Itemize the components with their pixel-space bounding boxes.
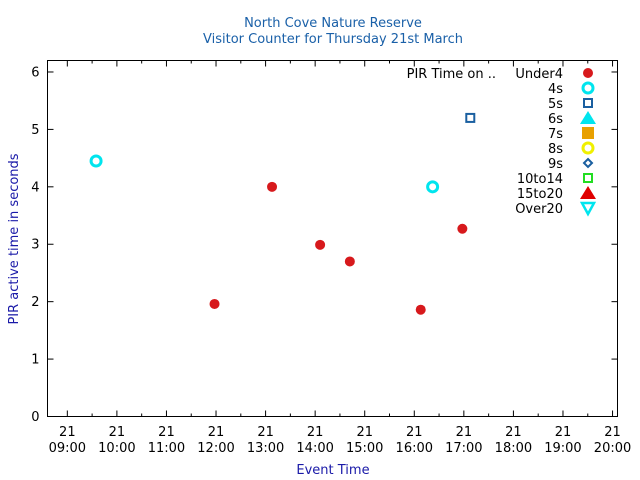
data-point-under4 <box>267 181 278 192</box>
y-tick-label: 3 <box>31 238 39 253</box>
x-tick-day: 21 <box>59 425 76 440</box>
x-tick-day: 21 <box>158 425 175 440</box>
data-point-under4 <box>209 298 220 309</box>
legend-marker-5s <box>583 98 593 108</box>
x-tick-time: 09:00 <box>49 441 86 456</box>
x-tick-time: 11:00 <box>148 441 185 456</box>
legend-marker-under4 <box>583 68 593 78</box>
legend-entry-label: Over20 <box>515 202 563 217</box>
legend-entry-label: 15to20 <box>517 187 563 202</box>
legend-title: PIR Time on .. <box>407 67 496 82</box>
y-tick-label: 4 <box>31 180 39 195</box>
x-tick-day: 21 <box>456 425 473 440</box>
y-tick-label: 5 <box>31 123 39 138</box>
x-tick-time: 15:00 <box>346 441 383 456</box>
y-tick-label: 6 <box>31 65 39 80</box>
x-tick-day: 21 <box>555 425 572 440</box>
data-points <box>89 112 476 315</box>
y-axis: 0 1 2 3 4 5 6 <box>31 65 618 425</box>
x-tick-time: 12:00 <box>197 441 234 456</box>
plot-area-border <box>47 60 618 417</box>
legend-entry-label: 8s <box>548 142 563 157</box>
legend-entry-label: 7s <box>548 127 563 142</box>
x-tick-day: 21 <box>208 425 225 440</box>
legend-marker-6s <box>580 111 596 124</box>
x-tick-time: 14:00 <box>296 441 333 456</box>
legend-marker-7s <box>582 127 594 139</box>
legend-entry-label: 6s <box>548 112 563 127</box>
data-point-4s <box>426 180 440 194</box>
x-tick-time: 16:00 <box>396 441 433 456</box>
data-point-5s <box>465 112 476 123</box>
legend-marker-4s <box>581 81 595 95</box>
data-point-4s <box>89 154 103 168</box>
legend-entry-label: 9s <box>548 157 563 172</box>
legend-entry-label: 10to14 <box>517 172 563 187</box>
x-tick-time: 13:00 <box>247 441 284 456</box>
x-tick-day: 21 <box>109 425 126 440</box>
x-tick-time: 18:00 <box>495 441 532 456</box>
legend-marker-8s <box>581 141 595 155</box>
x-tick-time: 17:00 <box>445 441 482 456</box>
chart-title: North Cove Nature Reserve <box>244 16 422 31</box>
data-point-under4 <box>315 239 326 250</box>
legend-entry-label: Under4 <box>515 67 563 82</box>
data-point-under4 <box>344 256 355 267</box>
x-tick-day: 21 <box>604 425 621 440</box>
y-tick-label: 2 <box>31 295 39 310</box>
x-tick-time: 19:00 <box>544 441 581 456</box>
legend-marker-15to20 <box>580 186 596 199</box>
legend-entry-label: 4s <box>548 82 563 97</box>
x-tick-day: 21 <box>307 425 324 440</box>
x-tick-day: 21 <box>505 425 522 440</box>
x-tick-time: 10:00 <box>98 441 135 456</box>
x-tick-day: 21 <box>406 425 423 440</box>
y-axis-label: PIR active time in seconds <box>7 153 22 324</box>
data-point-under4 <box>457 223 468 234</box>
x-tick-day: 21 <box>356 425 373 440</box>
chart-subtitle: Visitor Counter for Thursday 21st March <box>203 32 463 47</box>
x-axis-label: Event Time <box>296 463 369 478</box>
y-tick-label: 0 <box>31 410 39 425</box>
x-axis: 2109:002110:002111:002112:002113:002114:… <box>49 60 631 456</box>
legend: PIR Time on .. Under44s5s6s7s8s9s10to1415… <box>407 67 597 217</box>
x-tick-time: 20:00 <box>594 441 631 456</box>
data-point-under4 <box>415 304 426 315</box>
legend-marker-9s <box>582 157 594 169</box>
legend-marker-over20 <box>579 201 597 217</box>
y-tick-label: 1 <box>31 353 39 368</box>
legend-entry-label: 5s <box>548 97 563 112</box>
x-tick-day: 21 <box>257 425 274 440</box>
legend-marker-10to14 <box>583 173 593 183</box>
